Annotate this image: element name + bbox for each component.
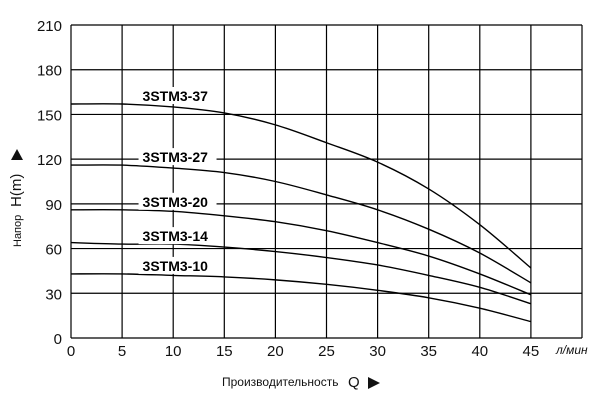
y-axis-title: Напор: [12, 215, 24, 247]
series-label-3stm3-27: 3STM3-27: [143, 149, 209, 165]
series-curves: [70, 103, 532, 323]
series-label-bg: [138, 86, 217, 104]
series-curve-3stm3-10: [70, 273, 532, 323]
x-tick-label: 20: [267, 343, 284, 360]
y-tick-label: 120: [37, 152, 62, 169]
grid: [70, 24, 583, 339]
y-tick-label: 210: [37, 18, 62, 35]
x-tick-label: 15: [216, 343, 233, 360]
series-label-3stm3-14: 3STM3-14: [143, 228, 209, 244]
series-curve-3stm3-37: [70, 103, 532, 269]
series-labels: 3STM3-37 3STM3-27 3STM3-20 3STM3-14 3STM3-10: [138, 86, 217, 274]
x-tick-label: 40: [471, 343, 488, 360]
y-axis-symbol: H(m): [8, 174, 25, 207]
series-label-bg: [138, 227, 217, 245]
x-tick-label: 30: [369, 343, 386, 360]
x-tick-label: 0: [67, 343, 75, 360]
series-label-3stm3-10: 3STM3-10: [143, 258, 209, 274]
y-axis-arrow-icon: [11, 149, 23, 160]
x-tick-label: 25: [318, 343, 335, 360]
x-tick-label: 35: [420, 343, 437, 360]
series-label-bg: [138, 192, 217, 210]
x-axis-arrow-icon: [368, 377, 380, 389]
y-axis-title-group: Напор H(m): [8, 149, 25, 247]
y-tick-label: 30: [45, 286, 62, 303]
x-axis-title: Производительность: [222, 375, 338, 389]
series-label-3stm3-20: 3STM3-20: [143, 194, 209, 210]
x-tick-label: 5: [118, 343, 126, 360]
tick-labels: 0 5 10 15 20 25 30 35 40 45 0 30 60 90 120 150 180 210: [37, 18, 539, 360]
series-curve-3stm3-20: [70, 209, 532, 296]
series-label-bg: [138, 256, 217, 274]
y-tick-label: 90: [45, 197, 62, 214]
y-tick-label: 60: [45, 242, 62, 259]
x-unit-label: л/мин: [555, 343, 588, 357]
series-label-3stm3-37: 3STM3-37: [143, 88, 209, 104]
y-tick-label: 180: [37, 63, 62, 80]
x-tick-label: 45: [523, 343, 540, 360]
x-tick-label: 10: [165, 343, 182, 360]
y-tick-label: 0: [54, 331, 62, 348]
x-axis-symbol: Q: [348, 374, 360, 391]
series-curve-3stm3-27: [70, 164, 532, 284]
series-label-bg: [138, 148, 217, 166]
y-tick-label: 150: [37, 107, 62, 124]
